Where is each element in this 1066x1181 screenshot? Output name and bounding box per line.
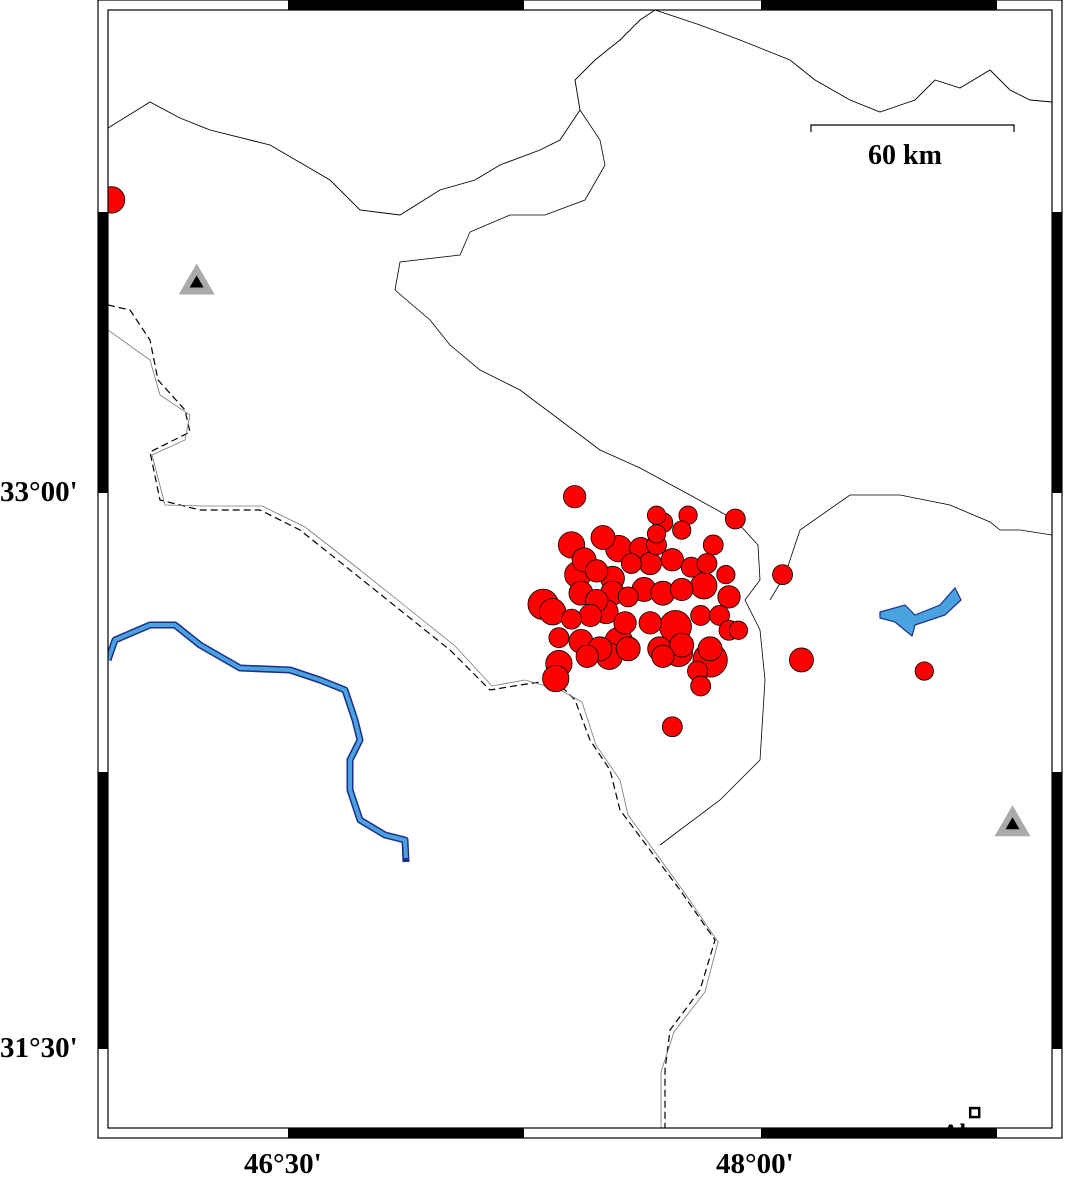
earthquake-epicenter [724, 508, 746, 530]
map-frame [97, 0, 1063, 1139]
earthquake-epicenter [646, 524, 667, 544]
earthquake-epicenter [789, 647, 814, 673]
earthquake-epicenter [702, 534, 724, 556]
border-line-north [108, 10, 656, 216]
earthquake-epicenter [548, 627, 570, 649]
earthquake-events [108, 186, 934, 738]
earthquake-epicenter [670, 577, 694, 602]
scale-bar [810, 124, 1015, 132]
earthquake-epicenter [914, 661, 934, 681]
earthquake-epicenter [575, 644, 599, 668]
earthquake-epicenter [651, 644, 675, 668]
earthquake-epicenter [660, 548, 684, 572]
earthquake-epicenter [690, 605, 712, 626]
lake [879, 586, 962, 638]
earthquake-epicenter [617, 586, 639, 608]
earthquake-epicenter [542, 664, 570, 693]
earthquake-epicenter [590, 525, 616, 550]
earthquake-epicenter [716, 565, 736, 585]
lat-label-33-00: 33°00' [0, 476, 78, 508]
earthquake-epicenter [563, 485, 587, 509]
scale-bar-label: 60 km [868, 140, 942, 171]
earthquake-epicenter [709, 605, 730, 626]
earthquake-epicenter [615, 636, 641, 662]
city-marker-square [968, 1106, 981, 1119]
seismic-stations [178, 263, 1031, 837]
station-triangle-icon [994, 805, 1031, 837]
earthquake-epicenter [620, 553, 642, 574]
earthquake-epicenter [638, 611, 662, 635]
province-boundary-east [769, 494, 1052, 601]
earthquake-epicenter [717, 585, 741, 609]
earthquake-epicenter [672, 520, 692, 540]
city-label: Ahvaz [942, 1121, 1008, 1147]
river-fill [108, 623, 408, 859]
lon-label-46-30: 46°30' [244, 1148, 322, 1180]
earthquake-epicenter [108, 186, 126, 214]
province-boundary [394, 109, 766, 846]
earthquake-epicenter [661, 716, 683, 738]
earthquake-epicenter [690, 675, 712, 697]
earthquake-epicenter [728, 620, 749, 640]
earthquake-epicenter [772, 564, 793, 586]
earthquake-epicenter [669, 632, 695, 658]
earthquake-epicenter [638, 551, 662, 576]
station-triangle-icon [178, 263, 215, 295]
earthquake-epicenter [696, 553, 718, 574]
river [108, 621, 410, 863]
international-border-gray [108, 329, 719, 1128]
earthquake-epicenter [697, 636, 723, 662]
earthquake-epicenter [613, 611, 637, 635]
earthquake-epicenter [646, 505, 667, 525]
border-line-northeast [654, 10, 1052, 113]
international-border-dashed [108, 304, 716, 1128]
earthquake-epicenter [561, 608, 582, 630]
earthquake-epicenter [585, 559, 609, 583]
earthquake-epicenter [578, 603, 603, 628]
lat-label-31-30: 31°30' [0, 1032, 78, 1064]
lon-label-48-00: 48°00' [716, 1148, 794, 1180]
